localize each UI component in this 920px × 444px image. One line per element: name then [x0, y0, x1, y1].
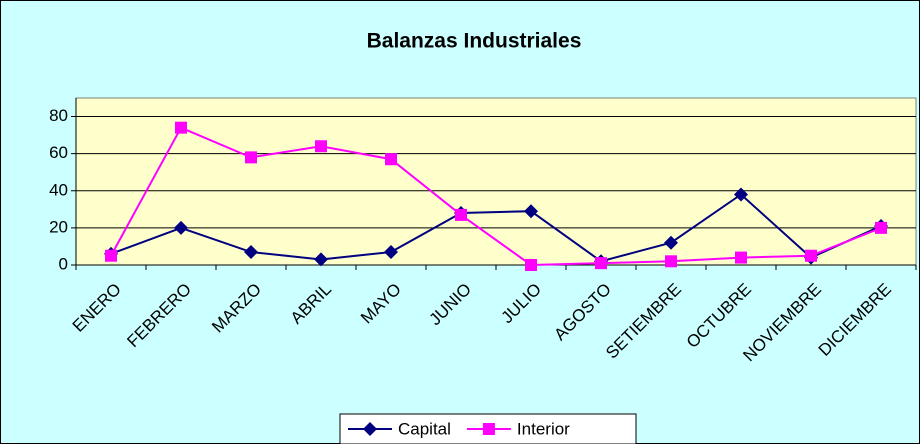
- point: [734, 187, 748, 202]
- point: [524, 204, 538, 219]
- point: [735, 251, 747, 264]
- point: [174, 220, 188, 235]
- line: [110, 193, 882, 263]
- point: [664, 235, 678, 250]
- point: [875, 221, 887, 234]
- point: [244, 245, 258, 260]
- point: [175, 121, 187, 134]
- line: [110, 126, 882, 267]
- point: [525, 259, 537, 271]
- y-tick-label: 60: [49, 143, 68, 162]
- legend-marker: [363, 422, 377, 436]
- y-tick-label: 0: [59, 254, 68, 273]
- legend-label: Capital: [398, 419, 451, 438]
- chart-title: Balanzas Industriales: [367, 30, 582, 53]
- point: [384, 245, 398, 260]
- y-tick-label: 40: [49, 180, 68, 199]
- point: [455, 208, 467, 221]
- point: [595, 257, 607, 270]
- plot-area: [75, 97, 917, 266]
- point: [315, 140, 327, 153]
- legend-label: Interior: [517, 419, 570, 438]
- point: [105, 249, 117, 262]
- point: [245, 151, 257, 164]
- point: [385, 153, 397, 166]
- y-tick-label: 80: [49, 106, 68, 125]
- legend-marker: [482, 423, 495, 435]
- point: [805, 249, 817, 262]
- point: [314, 252, 328, 267]
- y-tick-label: 20: [49, 217, 68, 236]
- point: [665, 255, 677, 268]
